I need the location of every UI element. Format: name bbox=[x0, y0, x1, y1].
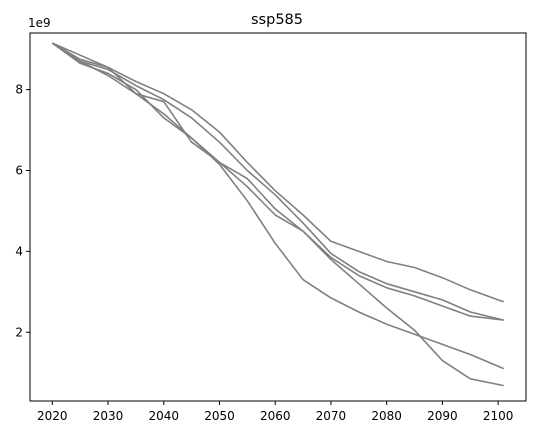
x-tick-label: 2030 bbox=[93, 409, 124, 423]
series-lines bbox=[51, 42, 505, 387]
chart-title: ssp585 bbox=[251, 12, 303, 28]
series-line-4 bbox=[51, 42, 505, 370]
x-tick-label: 2020 bbox=[37, 409, 68, 423]
x-tick-label: 2100 bbox=[483, 409, 514, 423]
y-tick-label: 2 bbox=[15, 325, 23, 339]
y-tick-label: 6 bbox=[15, 163, 23, 177]
x-tick-label: 2050 bbox=[204, 409, 235, 423]
y-tick-label: 8 bbox=[15, 83, 23, 97]
series-line-1 bbox=[51, 42, 504, 303]
y-axis-offset-label: 1e9 bbox=[28, 16, 51, 30]
x-tick-label: 2090 bbox=[427, 409, 458, 423]
x-tick-label: 2040 bbox=[148, 409, 179, 423]
x-tick-label: 2070 bbox=[316, 409, 347, 423]
x-axis-ticks: 2020 2030 2040 2050 2060 2070 2080 2090 2100 bbox=[37, 401, 513, 423]
y-axis-ticks: 2 4 6 8 bbox=[15, 83, 30, 339]
series-line-2 bbox=[51, 42, 504, 321]
y-tick-label: 4 bbox=[15, 244, 23, 258]
x-tick-label: 2080 bbox=[371, 409, 402, 423]
series-line-5 bbox=[51, 42, 504, 387]
plot-area-frame bbox=[29, 32, 527, 402]
x-tick-label: 2060 bbox=[260, 409, 291, 423]
